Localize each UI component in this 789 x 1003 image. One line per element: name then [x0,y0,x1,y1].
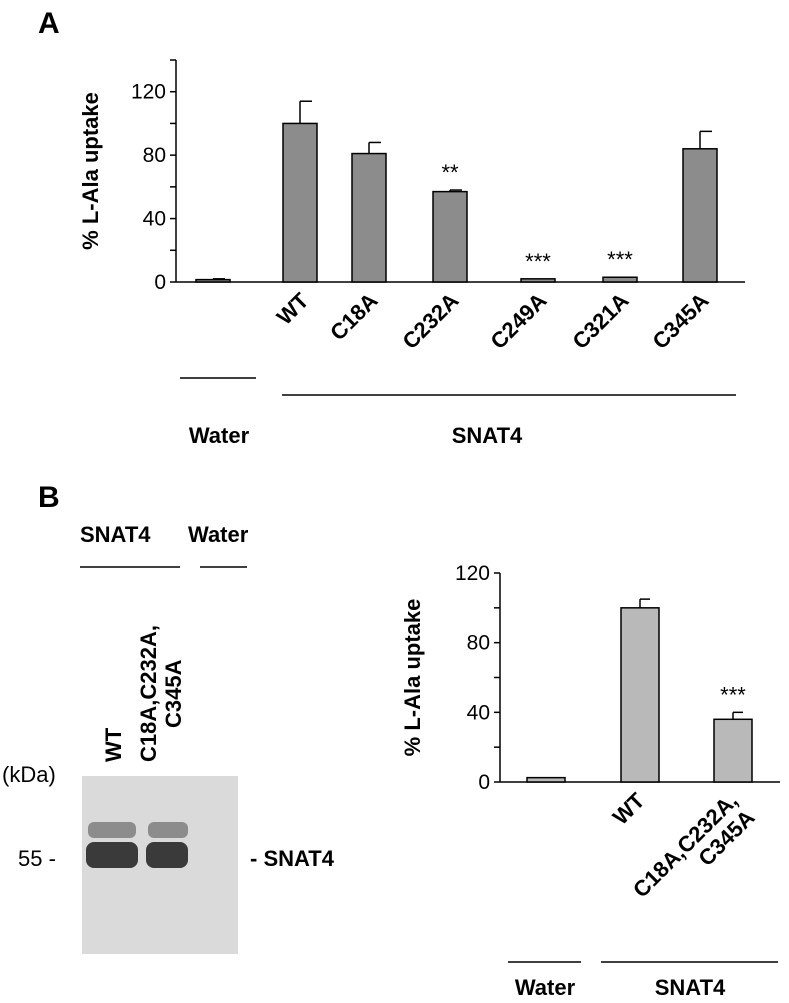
chart-a-category-label-line: C345A [647,288,713,354]
chart-b-bar [713,718,753,783]
chart-b-y-tick-label: 40 [467,701,490,724]
chart-a-bar [602,276,638,283]
western-blot: SNAT4 Water WT C18A,C232A, C345A (kDa) 5… [2,522,335,954]
chart-a-bar [195,278,231,283]
band-lane2-main [146,842,188,868]
chart-a-category-label: C249A [485,288,551,354]
chart-a-y-tick-label: 120 [131,81,166,104]
lane-label-mutant-line2: C345A [161,659,186,728]
chart-a-category-label: WT [272,287,314,329]
chart-b-y-tick-label: 80 [467,632,490,655]
chart-a-significance-label: *** [607,247,633,272]
chart-b-bar [526,776,566,783]
chart-a-significance-label: ** [441,160,459,185]
chart-b-y-label: % L-Ala uptake [400,599,425,757]
band-snat4-label: - SNAT4 [250,846,335,871]
chart-a-category-label-line: C18A [325,288,383,346]
chart-a-y-tick-label: 0 [154,271,166,294]
chart-a-category-label: C18A [325,288,383,346]
panel-b-letter: B [38,481,60,514]
snat4-group-label-a: SNAT4 [452,423,523,448]
lane-label-mutant-line1: C18A,C232A, [136,625,161,762]
blot-header-snat4: SNAT4 [80,522,151,547]
band-lane1-upper [88,822,136,838]
chart-a-category-label-line: C321A [567,288,633,354]
blot-header-water: Water [188,522,249,547]
chart-b-bar [620,607,660,783]
snat4-group-label-b: SNAT4 [655,975,726,1000]
chart-a-bar [282,122,318,283]
chart-a-category-label: C232A [397,288,463,354]
chart-a: 0 40 80 120 % L-Ala uptake WT C18A ** C232A *** C2… [78,59,745,354]
chart-b: 0 40 80 120 % L-Ala uptake WT *** C18A,C232A,C3… [400,562,780,920]
chart-a-category-label: C345A [647,288,713,354]
chart-a-y-label: % L-Ala uptake [78,92,103,250]
chart-b-y-tick-label: 0 [478,771,490,794]
lane-label-wt: WT [101,727,126,762]
band-lane2-upper [148,822,188,838]
water-group-label-a: Water [189,423,250,448]
chart-a-bar [520,278,556,283]
chart-a-category-label-line: C249A [485,288,551,354]
kda-unit-label: (kDa) [2,762,56,787]
marker-55-label: 55 - [18,846,56,871]
chart-a-y-tick-label: 40 [143,208,166,231]
chart-b-significance-label: *** [720,682,746,707]
band-lane1-main [86,842,138,868]
chart-a-bar [432,190,468,283]
chart-a-bar [682,148,718,283]
chart-b-category-label-line: WT [608,787,650,829]
water-group-label-b: Water [515,975,576,1000]
chart-a-y-tick-label: 80 [143,144,166,167]
chart-a-category-label-line: WT [272,287,314,329]
panel-a-letter: A [38,7,60,40]
chart-a-significance-label: *** [525,249,551,274]
chart-b-y-tick-label: 120 [455,562,490,585]
chart-a-bar [351,152,387,283]
chart-a-category-label: C321A [567,288,633,354]
chart-b-category-label: WT [608,787,650,829]
chart-b-category-label: C18A,C232A,C345A [628,788,760,920]
chart-a-category-label-line: C232A [397,288,463,354]
